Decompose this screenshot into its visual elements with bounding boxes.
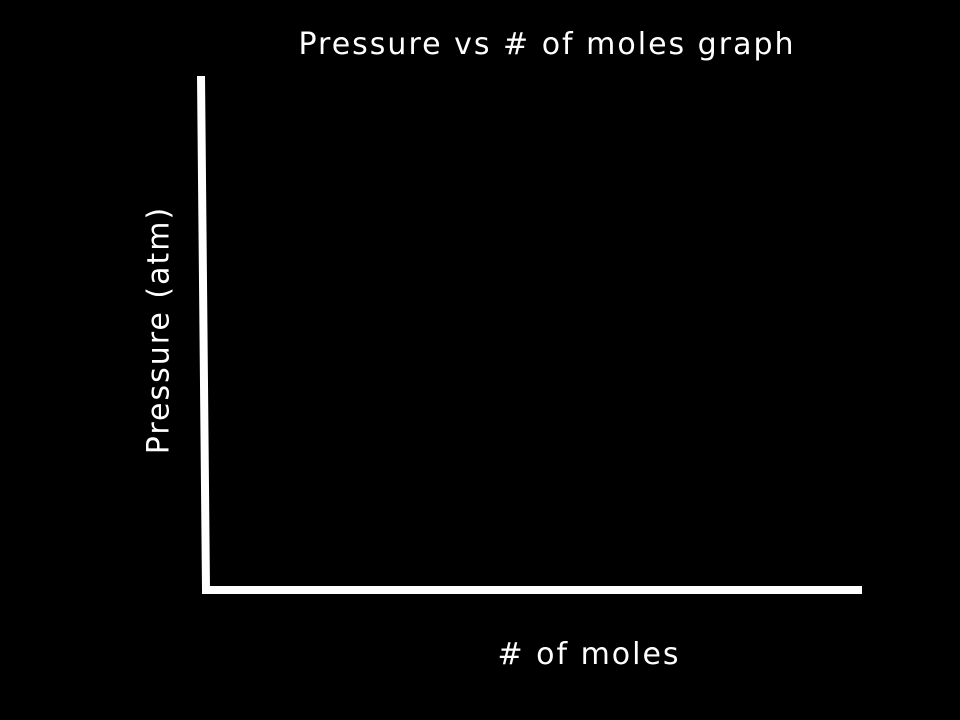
chart-title: Pressure vs # of moles graph <box>298 27 795 62</box>
y-axis-line <box>197 75 210 591</box>
x-axis-label: # of moles <box>497 637 680 672</box>
y-axis-label: Pressure (atm) <box>142 206 177 454</box>
